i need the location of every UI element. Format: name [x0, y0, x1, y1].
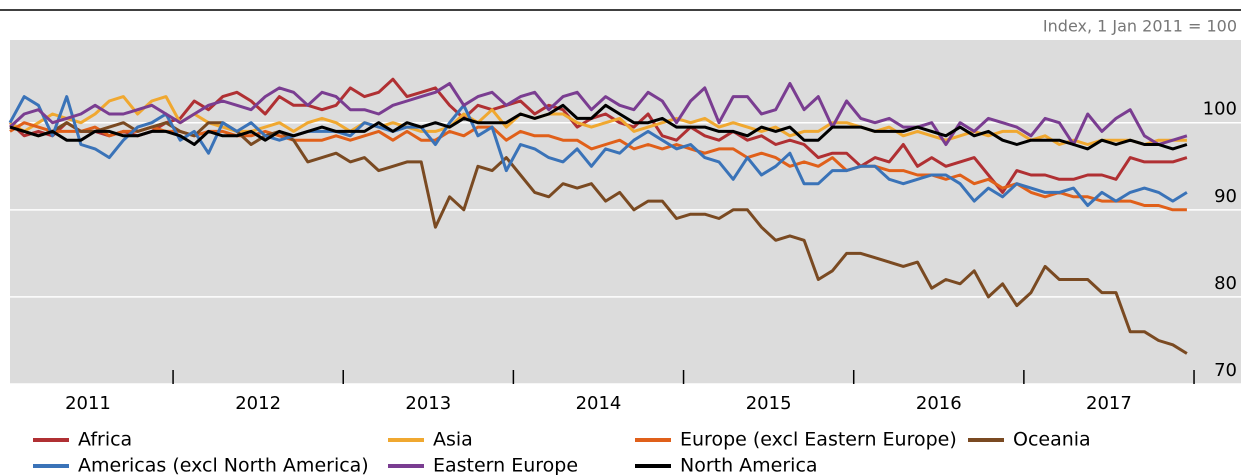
- x-tick-label: 2012: [235, 393, 281, 414]
- series-line: [9, 95, 1187, 146]
- y-tick-label: 80: [1214, 273, 1237, 294]
- x-tick-label: 2011: [65, 393, 111, 414]
- legend-label: Eastern Europe: [433, 455, 578, 475]
- legend-label: Europe (excl Eastern Europe): [680, 429, 957, 451]
- x-tick-label: 2016: [916, 393, 962, 414]
- series-line: [9, 103, 1188, 151]
- y-tick-label: 100: [1203, 99, 1237, 120]
- x-tick-label: 2015: [746, 393, 792, 414]
- y-tick-label: 70: [1214, 360, 1237, 381]
- legend-label: Oceania: [1013, 429, 1091, 451]
- series-line: [9, 121, 1188, 355]
- x-tick-label: 2014: [576, 393, 622, 414]
- y-tick-label: 90: [1214, 186, 1237, 207]
- legend-label: Americas (excl North America): [78, 455, 369, 475]
- legend-label: North America: [680, 455, 818, 475]
- series-line: [8, 82, 1188, 146]
- legend-label: Africa: [78, 429, 132, 451]
- subtitle: Index, 1 Jan 2011 = 100: [1043, 17, 1237, 36]
- x-tick-label: 2017: [1086, 393, 1132, 414]
- legend-label: Asia: [433, 429, 473, 451]
- x-tick-label: 2013: [405, 393, 451, 414]
- plot-background: [10, 40, 1241, 384]
- series-line: [8, 95, 1188, 207]
